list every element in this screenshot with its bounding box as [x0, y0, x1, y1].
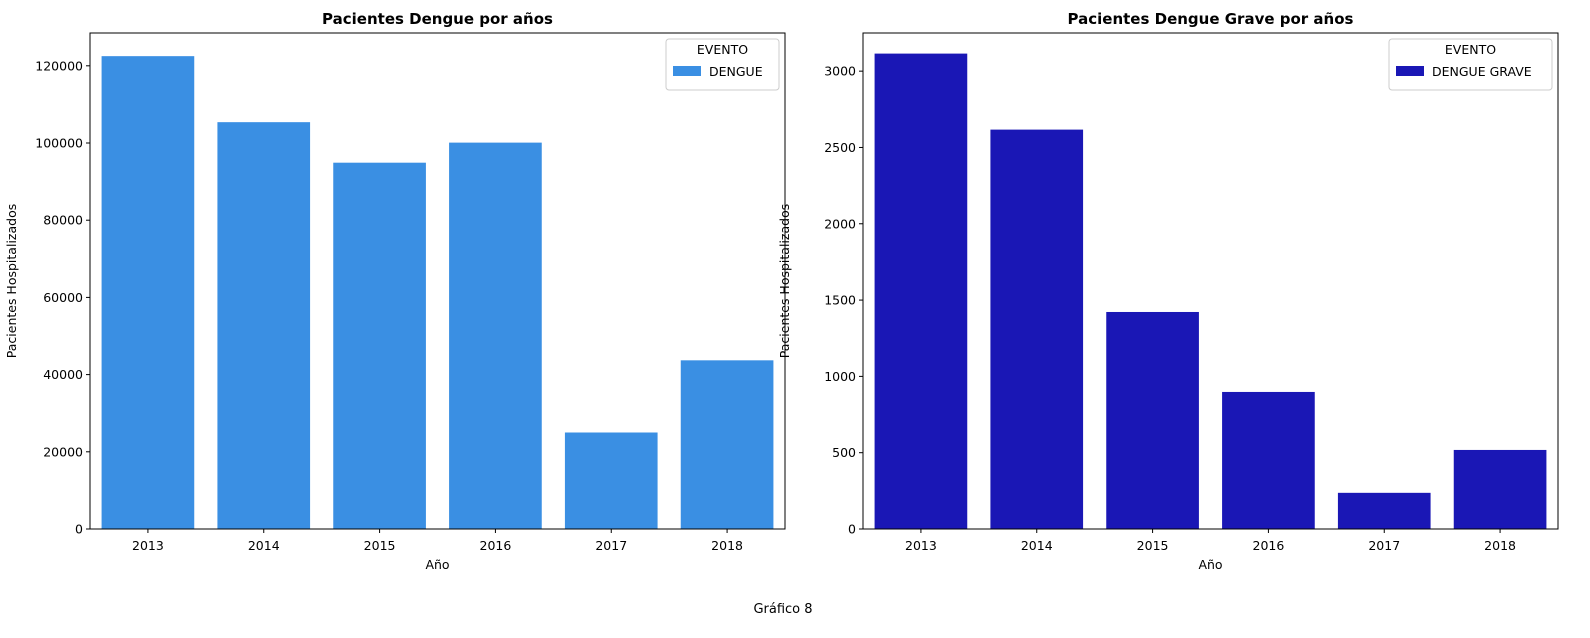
x-tick-label: 2015 — [364, 538, 396, 553]
legend-box — [665, 38, 780, 91]
x-tick-label: 2016 — [1253, 538, 1285, 553]
bar-2015 — [1106, 311, 1199, 529]
legend-label: DENGUE — [709, 64, 763, 79]
legend-title: EVENTO — [1445, 42, 1496, 57]
x-tick-label: 2018 — [1484, 538, 1516, 553]
chart-panel-1: Pacientes Dengue por años 0 20000 40000 6000… — [4, 10, 786, 572]
legend-box — [1388, 38, 1553, 91]
y-tick-label: 120000 — [35, 58, 83, 73]
figure-caption: Gráfico 8 — [753, 602, 813, 617]
bar-2018 — [680, 360, 774, 529]
y-tick-label: 40000 — [43, 367, 83, 382]
chart-title: Pacientes Dengue por años — [322, 10, 553, 28]
y-tick-label: 1500 — [824, 293, 856, 308]
x-tick-label: 2013 — [905, 538, 937, 553]
y-tick-label: 0 — [848, 522, 856, 537]
bar-2014 — [217, 122, 311, 530]
bar-2013 — [874, 53, 968, 529]
x-tick-label: 2014 — [1021, 538, 1053, 553]
x-axis-label: Año — [1198, 557, 1222, 572]
bar-2017 — [564, 432, 658, 529]
x-tick-label: 2017 — [595, 538, 627, 553]
x-tick-label: 2017 — [1368, 538, 1400, 553]
y-tick-label: 0 — [75, 522, 83, 537]
x-tick-label: 2016 — [480, 538, 512, 553]
x-axis-label: Año — [425, 557, 449, 572]
x-tick-label: 2013 — [132, 538, 164, 553]
y-tick-label: 60000 — [43, 290, 83, 305]
legend-swatch — [1396, 66, 1424, 76]
chart-panel-2: Pacientes Dengue Grave por años 0 500 1000 1… — [777, 10, 1559, 572]
chart-title: Pacientes Dengue Grave por años — [1068, 10, 1354, 28]
y-tick-label: 100000 — [35, 136, 83, 151]
legend-title: EVENTO — [697, 42, 748, 57]
legend-label: DENGUE GRAVE — [1432, 64, 1532, 79]
bar-2016 — [449, 142, 542, 529]
bar-2016 — [1222, 391, 1315, 529]
y-axis-label: Pacientes Hospitalizados — [4, 204, 19, 358]
y-tick-label: 20000 — [43, 444, 83, 459]
y-tick-label: 1000 — [824, 369, 856, 384]
bar-2013 — [101, 56, 195, 529]
bar-2017 — [1337, 492, 1431, 529]
x-tick-label: 2015 — [1137, 538, 1169, 553]
y-tick-label: 80000 — [43, 213, 83, 228]
y-tick-label: 500 — [832, 445, 856, 460]
bar-2018 — [1453, 449, 1547, 529]
y-axis-label: Pacientes Hospitalizados — [777, 204, 792, 358]
bar-2015 — [333, 162, 426, 529]
y-tick-label: 2000 — [824, 216, 856, 231]
y-tick-label: 2500 — [824, 140, 856, 155]
legend-swatch — [673, 66, 701, 76]
axes-frame — [862, 32, 1559, 530]
y-tick-label: 3000 — [824, 64, 856, 79]
x-tick-label: 2018 — [711, 538, 743, 553]
bar-2014 — [990, 129, 1084, 530]
axes-frame — [89, 32, 786, 530]
x-tick-label: 2014 — [248, 538, 280, 553]
